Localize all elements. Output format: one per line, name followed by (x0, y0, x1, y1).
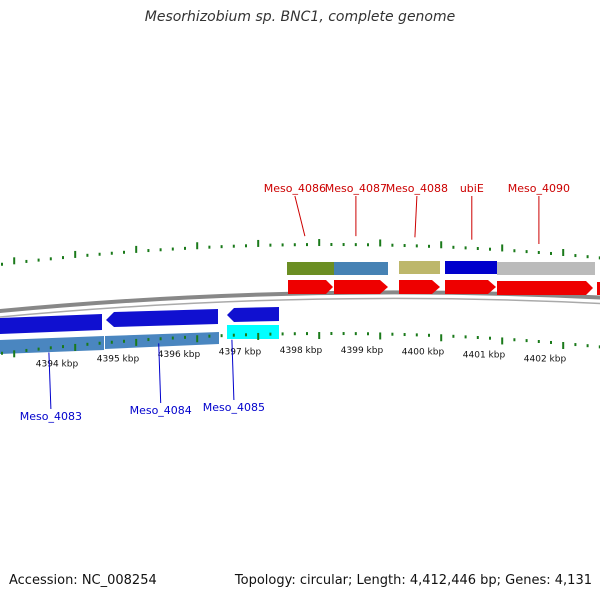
gene-arrow-partial (597, 282, 600, 295)
feature-block-olive (287, 262, 334, 275)
feature-block-steel (334, 262, 388, 275)
reverse-feature-track (0, 325, 279, 354)
gene-label-forward[interactable]: Meso_4086 (264, 182, 326, 195)
gene-label-forward[interactable]: Meso_4088 (386, 182, 448, 195)
forward-feature-track (287, 261, 595, 275)
forward-gene-arrows (288, 280, 600, 295)
gene-label-forward[interactable]: Meso_4087 (325, 182, 387, 195)
gene-arrow-meso-4088 (399, 280, 440, 294)
gene-label-reverse[interactable]: Meso_4084 (130, 404, 192, 417)
gene-arrow-meso-4086 (288, 280, 333, 294)
feature-block-gray (497, 262, 595, 275)
scale-tick-label: 4398 kbp (280, 346, 323, 356)
upper-tick-track (1, 239, 600, 266)
feature-block-steel-lower-b (105, 332, 219, 349)
gene-label-leader (294, 195, 306, 237)
lower-tick-track (1, 332, 600, 358)
gene-label-leader (48, 352, 52, 410)
scale-tick-label: 4394 kbp (36, 360, 79, 370)
scale-tick-label: 4397 kbp (219, 347, 262, 357)
scale-tick-label: 4395 kbp (97, 354, 140, 364)
gene-label-leader (414, 195, 418, 238)
reverse-gene-arrows (0, 307, 279, 334)
genome-backbone-inner (0, 297, 600, 318)
gene-label-reverse[interactable]: Meso_4083 (20, 410, 82, 423)
scale-tick-label: 4402 kbp (524, 354, 567, 364)
genome-title: Mesorhizobium sp. BNC1, complete genome (144, 9, 456, 25)
gene-arrow-meso-4084 (106, 309, 218, 327)
gene-arrow-meso-4083 (0, 314, 102, 334)
scale-tick-label: 4399 kbp (341, 346, 384, 356)
scale-labels: 4394 kbp 4395 kbp 4396 kbp 4397 kbp 4398 kbp… (36, 346, 567, 370)
genome-summary-text: Topology: circular; Length: 4,412,446 bp… (234, 573, 592, 588)
reverse-gene-labels: Meso_4083 Meso_4084 Meso_4085 (20, 339, 265, 423)
feature-block-blue (445, 261, 497, 274)
scale-tick-label: 4400 kbp (402, 348, 445, 358)
gene-arrow-ubie (445, 280, 496, 294)
gene-arrow-meso-4085 (227, 307, 279, 322)
scale-tick-label: 4396 kbp (158, 350, 201, 360)
scale-tick-label: 4401 kbp (463, 350, 506, 360)
accession-text: Accession: NC_008254 (9, 573, 157, 588)
gene-arrow-meso-4090 (497, 281, 593, 295)
gene-label-forward[interactable]: ubiE (460, 182, 484, 195)
feature-block-cyan (227, 325, 279, 339)
gene-label-forward[interactable]: Meso_4090 (508, 182, 570, 195)
gene-arrow-meso-4087 (334, 280, 388, 294)
feature-block-khaki (399, 261, 440, 274)
gene-label-leader (231, 339, 235, 401)
gene-label-leader (158, 343, 162, 404)
gene-label-reverse[interactable]: Meso_4085 (203, 401, 265, 414)
